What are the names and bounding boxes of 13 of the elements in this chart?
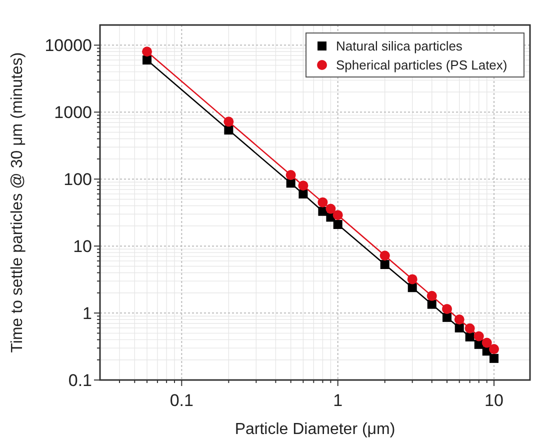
x-axis-title: Particle Diameter (μm) (234, 421, 396, 438)
legend-label: Spherical particles (PS Latex) (336, 58, 508, 73)
y-tick-label: 0.1 (68, 370, 92, 390)
y-tick-label: 100 (64, 170, 92, 190)
legend-label: Natural silica particles (336, 38, 463, 54)
y-tick-label: 1000 (54, 103, 92, 122)
y-tick-label: 10000 (44, 36, 92, 56)
y-axis-title: Time to settle particles @ 30 μm (minutes) (9, 52, 26, 353)
x-tick-label: 10 (484, 391, 504, 410)
y-tick-label: 1 (82, 304, 92, 323)
x-tick-label: 1 (333, 391, 343, 410)
y-tick-label: 10 (73, 237, 92, 256)
x-tick-label: 0.1 (170, 391, 194, 410)
